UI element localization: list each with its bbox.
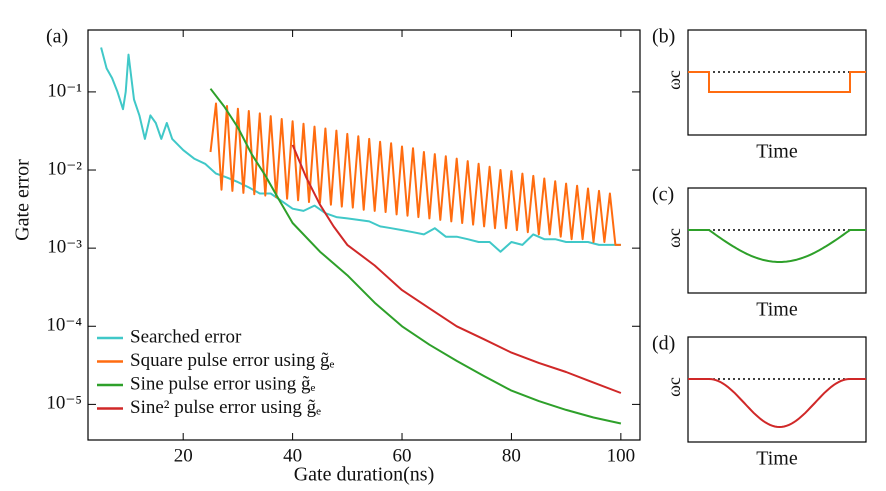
legend-label: Sine pulse error using g̃ₑ (130, 373, 315, 394)
panel-y-label: ωc (664, 228, 684, 248)
series-line (100, 47, 621, 253)
x-axis-label: Gate duration(ns) (294, 464, 435, 486)
panel-label: (b) (652, 26, 675, 48)
pulse-shape (688, 229, 866, 263)
panel-y-label: ωc (664, 377, 684, 397)
x-tick-label: 60 (393, 445, 412, 466)
panel-y-label: ωc (664, 70, 684, 90)
pulse-shape (688, 71, 866, 93)
panel-label: (c) (652, 184, 674, 206)
y-tick-label: 10⁻⁴ (46, 315, 82, 336)
x-tick-label: 40 (283, 445, 302, 466)
panel-x-label: Time (756, 299, 798, 321)
y-tick-label: 10⁻⁵ (46, 393, 82, 414)
y-tick-label: 10⁻² (47, 158, 82, 179)
panel-frame (687, 29, 867, 136)
y-tick-label: 10⁻³ (47, 237, 82, 258)
series-line (291, 144, 622, 394)
panel-x-label: Time (756, 141, 798, 163)
y-axis-label: Gate error (12, 159, 34, 241)
panel-label: (a) (46, 26, 68, 48)
y-tick-label: 10⁻¹ (47, 80, 82, 101)
x-tick-label: 100 (607, 445, 636, 466)
panel-x-label: Time (756, 448, 798, 470)
panel-frame (687, 336, 867, 443)
series-line (209, 88, 622, 425)
legend-label: Square pulse error using g̃ₑ (130, 350, 334, 371)
pulse-shape (688, 378, 866, 429)
legend-label: Searched error (130, 326, 242, 347)
legend-label: Sine² pulse error using g̃ₑ (130, 397, 321, 418)
panel-label: (d) (652, 333, 675, 355)
x-tick-label: 80 (502, 445, 521, 466)
panel-frame (687, 187, 867, 294)
series-line (209, 102, 621, 246)
plot-frame (87, 29, 641, 441)
x-tick-label: 20 (174, 445, 193, 466)
